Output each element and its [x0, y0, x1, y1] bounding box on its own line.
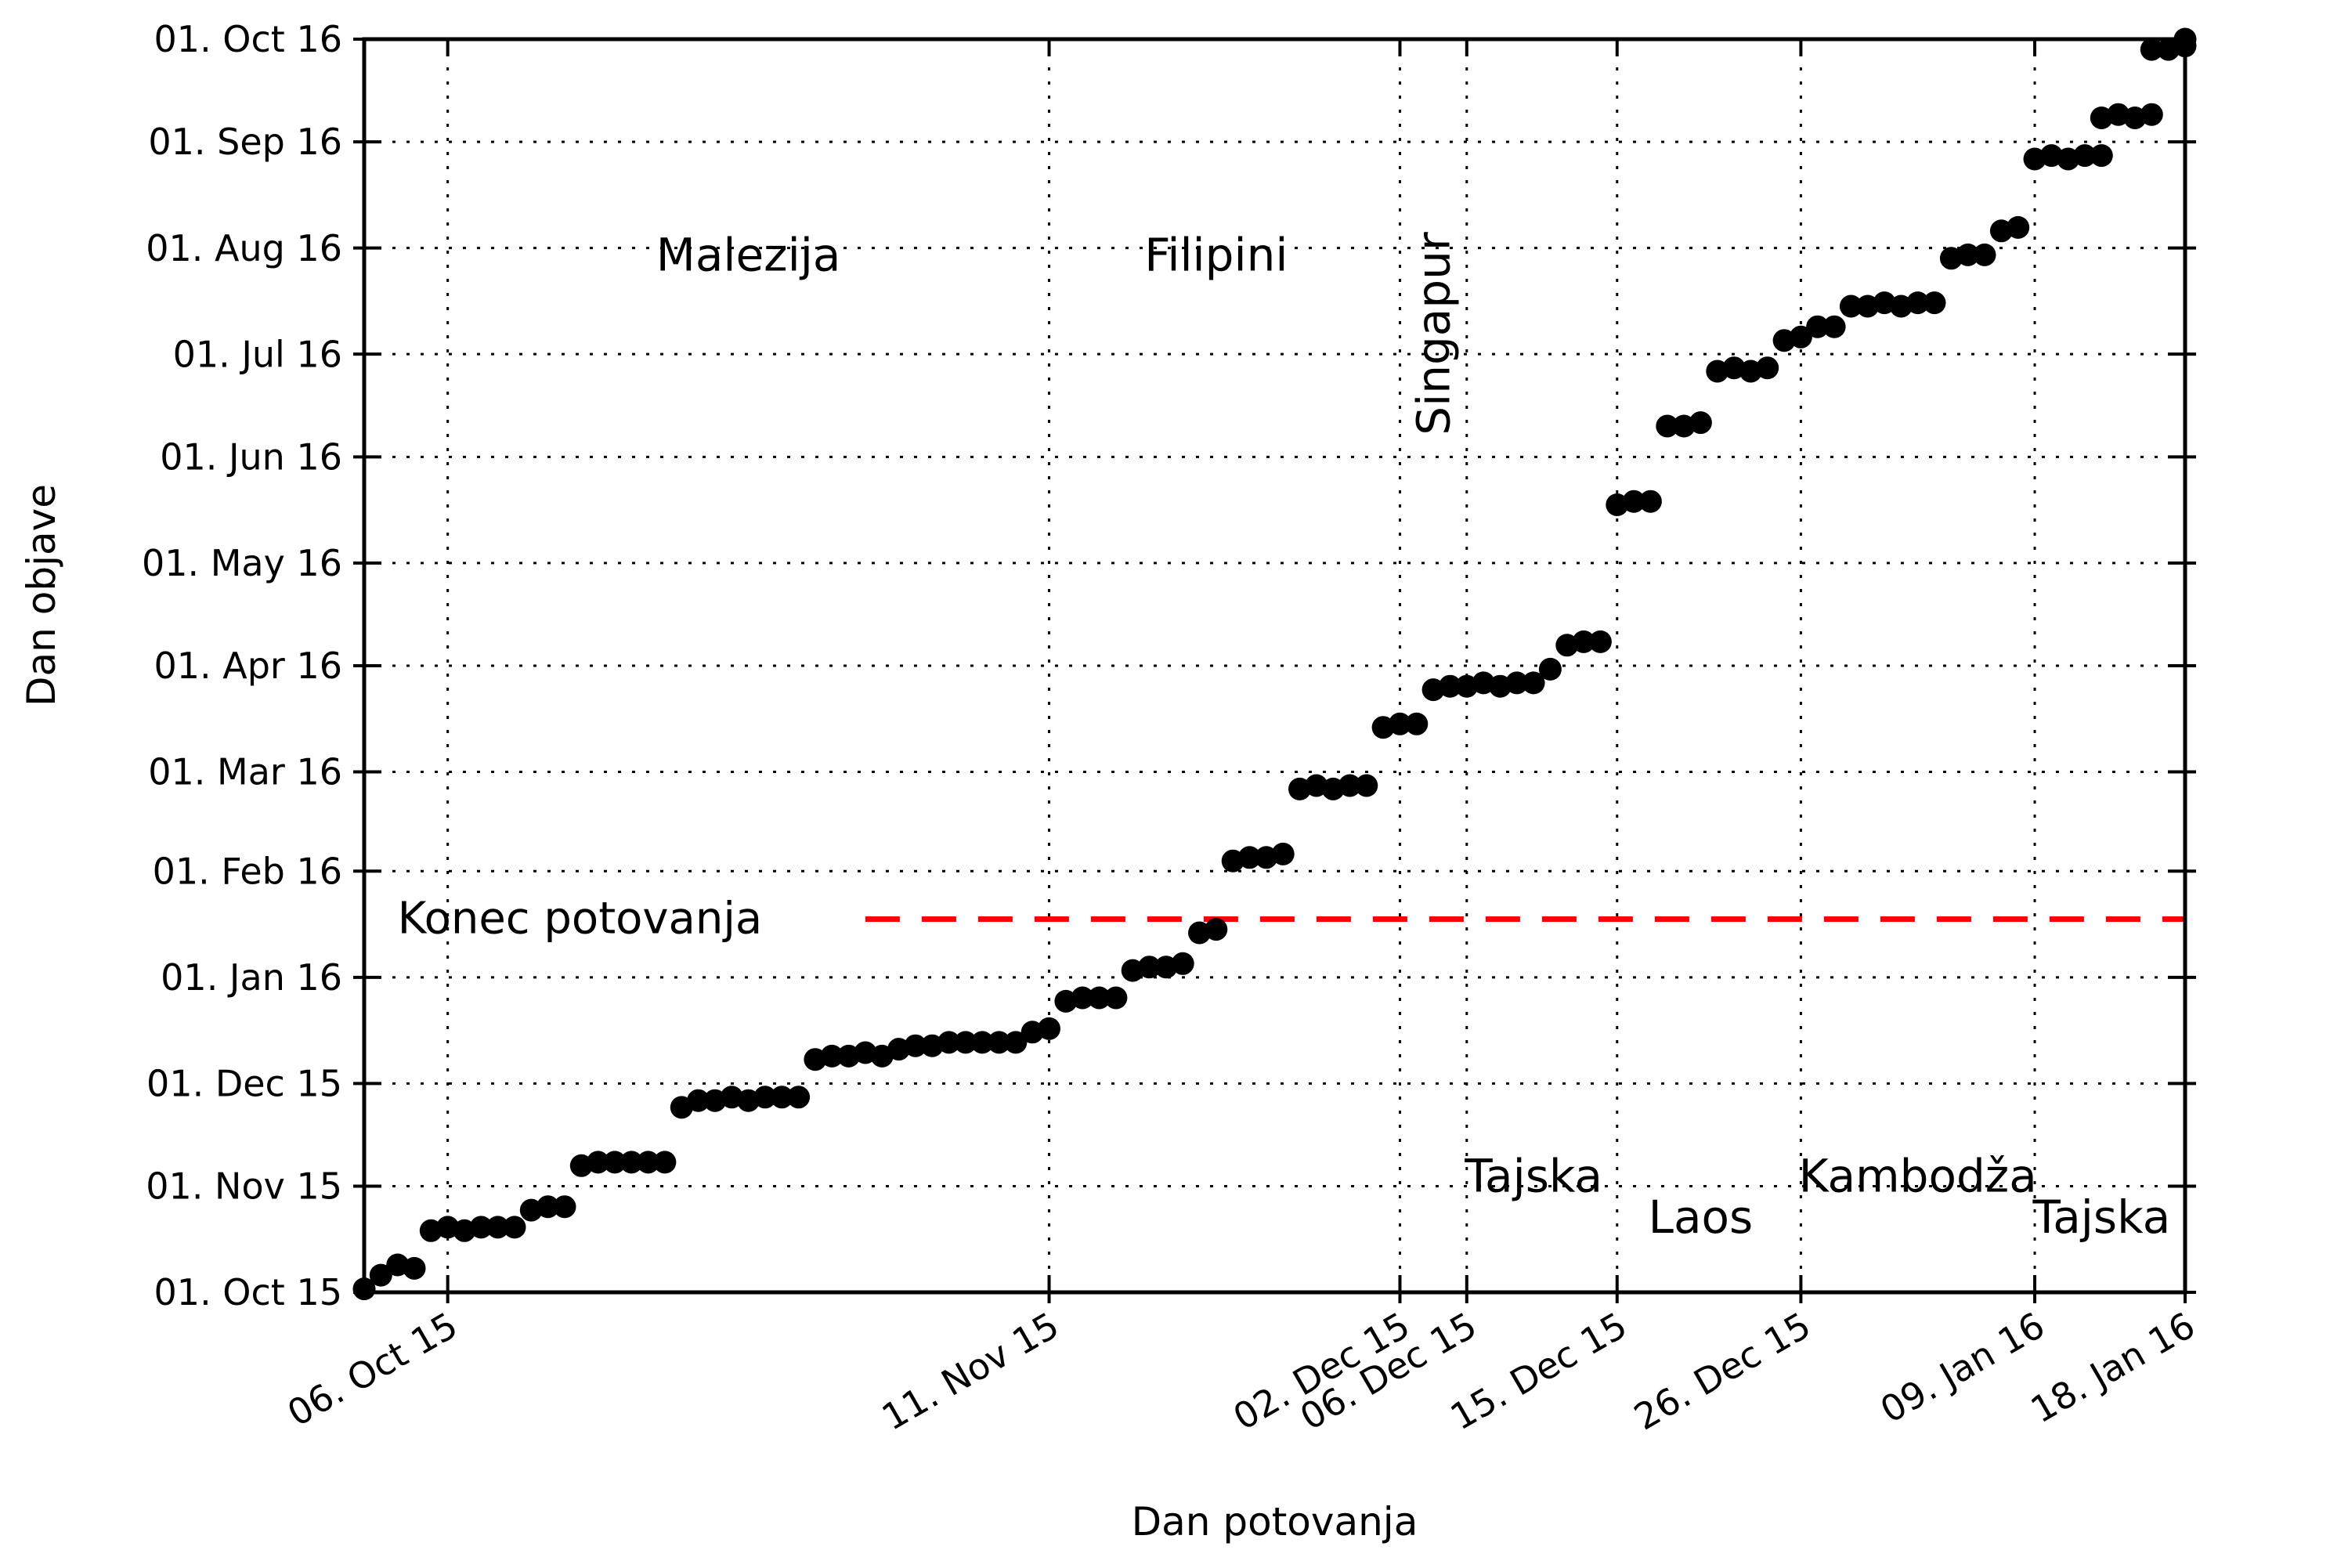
- data-point: [1638, 490, 1662, 513]
- data-point: [1104, 986, 1128, 1010]
- data-point: [603, 1151, 627, 1174]
- y-tick-label: 01. Feb 16: [153, 850, 342, 892]
- data-point: [1572, 630, 1595, 653]
- x-axis-title: Dan potovanja: [1132, 1499, 1418, 1545]
- data-point: [1405, 712, 1429, 735]
- data-point: [653, 1151, 677, 1174]
- country-annotation: Laos: [1649, 1190, 1754, 1244]
- data-point: [503, 1216, 526, 1239]
- x-tick-label: 09. Jan 16: [1873, 1304, 2052, 1432]
- data-point: [369, 1263, 392, 1287]
- data-point: [1038, 1017, 1060, 1040]
- y-tick-label: 01. Apr 16: [154, 645, 342, 687]
- data-point: [988, 1031, 1011, 1054]
- data-point: [820, 1044, 843, 1068]
- data-point: [1822, 315, 1846, 338]
- data-point: [904, 1034, 927, 1057]
- country-annotations: Malezija Filipini Singapur Tajska Laos Kambod…: [656, 229, 2170, 1244]
- data-point: [1538, 657, 1562, 681]
- x-tick-label: 26. Dec 15: [1627, 1304, 1817, 1439]
- y-tick-label: 01. Aug 16: [146, 227, 342, 269]
- data-point: [1588, 630, 1612, 653]
- data-point: [553, 1195, 576, 1219]
- data-point: [1338, 774, 1361, 797]
- y-tick-label: 01. May 16: [142, 542, 342, 584]
- data-point: [469, 1216, 493, 1239]
- data-point: [486, 1216, 510, 1239]
- data-point: [1656, 414, 1679, 438]
- data-point: [1522, 671, 1545, 695]
- data-point: [2140, 38, 2163, 61]
- data-point: [1806, 315, 1830, 338]
- data-point: [1439, 674, 1461, 698]
- y-tick-label: 01. Mar 16: [148, 751, 342, 793]
- data-point: [1355, 774, 1378, 797]
- y-tick-label: 01. Sep 16: [148, 121, 342, 163]
- x-tick-label: 06. Oct 15: [280, 1304, 464, 1435]
- country-annotation: Kambodža: [1799, 1150, 2037, 1203]
- data-points: [352, 27, 2197, 1301]
- y-tick-label: 01. Oct 16: [154, 18, 342, 60]
- country-annotation: Tajska: [2032, 1190, 2170, 1244]
- data-point: [1839, 294, 1862, 318]
- data-point: [587, 1151, 610, 1174]
- data-point: [787, 1086, 811, 1109]
- data-point: [770, 1086, 793, 1109]
- data-point: [1973, 243, 1996, 266]
- data-point: [536, 1195, 560, 1219]
- data-point: [1622, 490, 1645, 513]
- plot-frame: [362, 37, 2187, 1295]
- data-point: [937, 1031, 961, 1054]
- x-tick-label: 18. Jan 16: [2024, 1304, 2202, 1432]
- y-axis-title: Dan objave: [19, 484, 64, 706]
- data-point: [954, 1031, 977, 1054]
- data-point: [637, 1151, 660, 1174]
- data-point: [1756, 356, 1779, 380]
- data-point: [2090, 144, 2113, 168]
- data-point: [2140, 103, 2163, 126]
- country-annotation: Malezija: [656, 229, 841, 282]
- country-annotation: Filipini: [1144, 229, 1288, 282]
- data-point: [1906, 291, 1930, 315]
- data-point: [2007, 215, 2030, 239]
- data-point: [1389, 712, 1411, 735]
- y-tick-label: 01. Dec 15: [146, 1062, 342, 1104]
- country-annotation: Singapur: [1407, 232, 1460, 435]
- x-tick-label: 11. Nov 15: [875, 1304, 1066, 1439]
- y-tick-label: 01. Oct 15: [154, 1271, 342, 1313]
- data-point: [1205, 918, 1228, 941]
- data-point: [1138, 956, 1161, 979]
- data-point: [403, 1256, 426, 1280]
- data-point: [1088, 986, 1111, 1010]
- data-point: [1171, 952, 1194, 975]
- y-tick-label: 01. Jun 16: [160, 435, 342, 478]
- data-point: [1956, 243, 1980, 266]
- data-point: [687, 1089, 710, 1112]
- y-tick-label: 01. Jul 16: [173, 333, 342, 375]
- y-tick-label: 01. Nov 15: [146, 1165, 342, 1208]
- y-tick-label: 01. Jan 16: [161, 956, 342, 999]
- data-point: [1923, 291, 1946, 315]
- data-point: [620, 1151, 643, 1174]
- data-point: [2073, 144, 2097, 168]
- axis-ticks: [353, 38, 2196, 1303]
- data-point: [1271, 842, 1295, 865]
- data-point: [753, 1086, 777, 1109]
- data-point: [1004, 1031, 1028, 1054]
- data-point: [970, 1031, 994, 1054]
- data-point: [1689, 411, 1712, 435]
- data-point: [1505, 671, 1529, 695]
- country-annotation: Tajska: [1464, 1150, 1602, 1203]
- data-point: [1789, 325, 1812, 349]
- end-of-trip-label: Konec potovanja: [398, 893, 763, 944]
- data-point: [1238, 846, 1261, 869]
- data-point: [1071, 986, 1094, 1010]
- grid-lines: [364, 39, 2185, 1292]
